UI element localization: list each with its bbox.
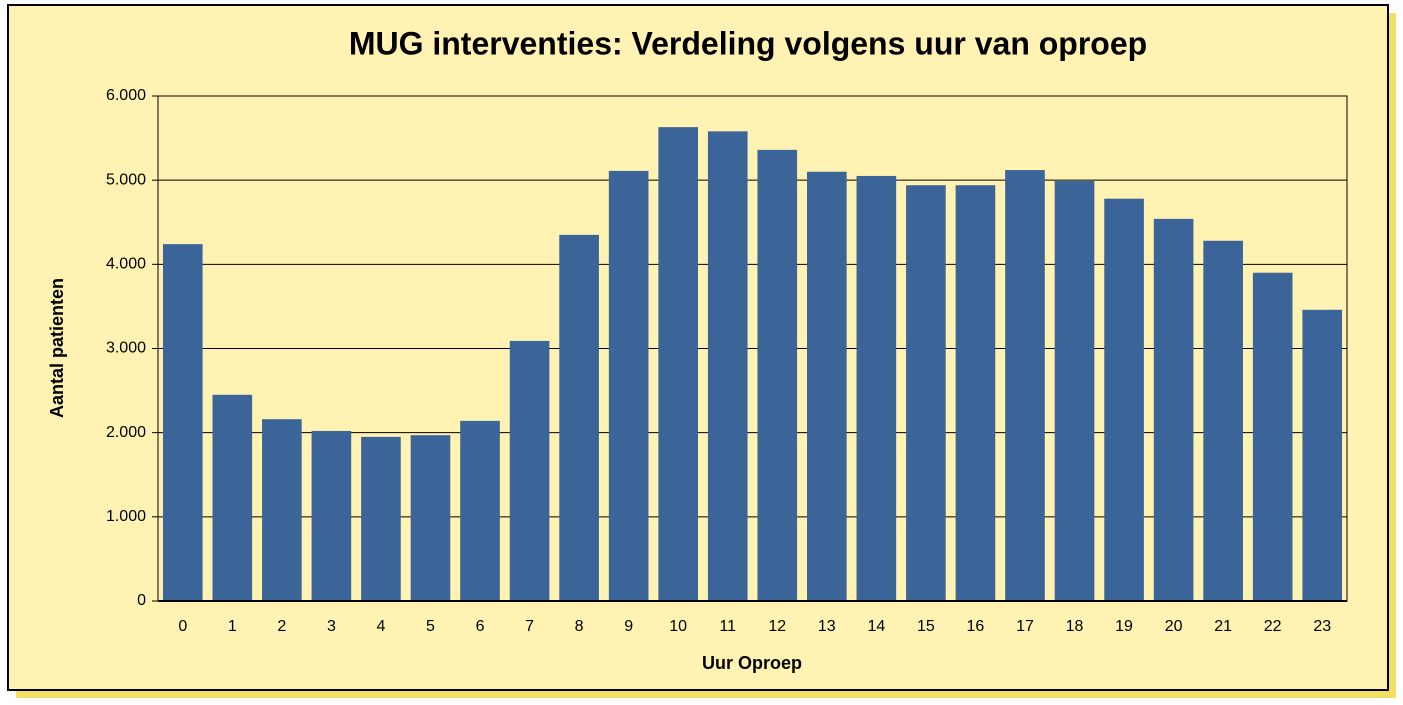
y-tick-label: 5.000 xyxy=(106,171,146,188)
x-tick-label: 6 xyxy=(476,618,485,635)
x-tick-label: 9 xyxy=(624,618,633,635)
x-tick-label: 3 xyxy=(327,618,336,635)
bar xyxy=(262,419,302,601)
x-tick-label: 2 xyxy=(277,618,286,635)
bar xyxy=(559,234,599,601)
bar xyxy=(658,127,699,602)
x-axis-label: Uur Oproep xyxy=(702,653,802,673)
bar xyxy=(410,435,451,601)
y-tick-label: 2.000 xyxy=(106,424,146,441)
bar xyxy=(509,340,550,601)
x-tick-label: 10 xyxy=(669,618,687,635)
x-tick-label: 20 xyxy=(1165,618,1183,635)
y-tick-label: 6.000 xyxy=(106,87,146,104)
x-tick-label: 22 xyxy=(1264,618,1282,635)
bar xyxy=(955,185,996,601)
y-tick-label: 3.000 xyxy=(106,340,146,357)
bar xyxy=(460,420,500,601)
bar xyxy=(361,436,401,601)
bar xyxy=(608,170,649,602)
x-tick-label: 13 xyxy=(818,618,836,635)
bar xyxy=(162,244,203,601)
x-tick-label: 8 xyxy=(575,618,584,635)
x-tick-label: 17 xyxy=(1016,618,1034,635)
bar xyxy=(1302,309,1343,601)
bar xyxy=(757,149,798,601)
bar xyxy=(1005,170,1045,602)
bar xyxy=(1153,218,1194,601)
bar xyxy=(212,394,253,601)
x-tick-label: 14 xyxy=(867,618,885,635)
x-tick-label: 1 xyxy=(228,618,237,635)
bar xyxy=(856,175,897,602)
bar xyxy=(707,131,748,601)
bar xyxy=(906,185,946,601)
x-tick-label: 4 xyxy=(376,618,385,635)
y-tick-label: 0 xyxy=(137,592,146,609)
x-tick-label: 15 xyxy=(917,618,935,635)
bar xyxy=(1054,181,1095,601)
chart-title: MUG interventies: Verdeling volgens uur … xyxy=(349,25,1147,61)
x-tick-label: 7 xyxy=(525,618,534,635)
y-tick-label: 1.000 xyxy=(106,508,146,525)
bar xyxy=(806,171,847,601)
x-tick-label: 23 xyxy=(1313,618,1331,635)
x-tick-label: 16 xyxy=(967,618,985,635)
x-tick-label: 12 xyxy=(768,618,786,635)
x-tick-label: 21 xyxy=(1214,618,1232,635)
bar xyxy=(1104,198,1144,601)
bar xyxy=(1203,240,1243,601)
bar xyxy=(1252,272,1293,601)
x-tick-label: 11 xyxy=(719,618,736,635)
y-axis-label: Aantal patienten xyxy=(47,278,67,418)
bar xyxy=(311,430,352,601)
x-tick-label: 18 xyxy=(1066,618,1084,635)
x-tick-label: 5 xyxy=(426,618,435,635)
x-tick-label: 0 xyxy=(178,618,187,635)
x-tick-label: 19 xyxy=(1115,618,1133,635)
y-tick-label: 4.000 xyxy=(106,256,146,273)
